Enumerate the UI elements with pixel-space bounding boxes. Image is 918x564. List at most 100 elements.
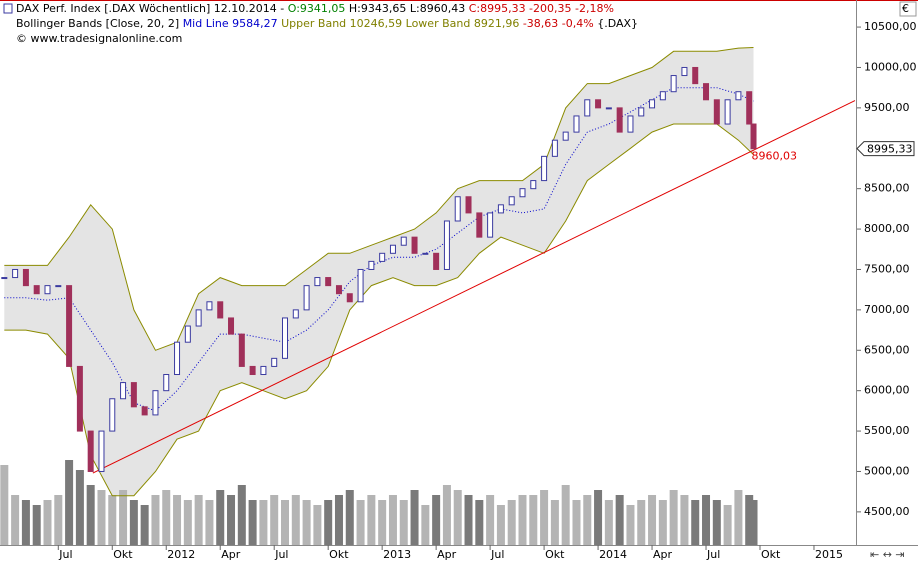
candle (541, 155, 548, 182)
trend-line (92, 100, 856, 474)
volume-bar (21, 500, 30, 545)
candle (22, 268, 29, 287)
volume-bar (11, 495, 20, 545)
candle (98, 430, 105, 472)
candle (292, 309, 299, 319)
candle (228, 317, 235, 335)
candle (217, 301, 224, 319)
candle (681, 66, 688, 77)
volume-bar (65, 460, 74, 545)
candle (271, 357, 278, 367)
candle (713, 99, 720, 125)
candle (454, 196, 461, 222)
candle (335, 285, 342, 295)
volume-bar (183, 500, 192, 545)
candle (206, 301, 213, 311)
scroll-icons[interactable]: ⇤ ↔ ⇥ (870, 548, 905, 561)
plot-area (0, 47, 856, 545)
volume-bar (32, 505, 41, 545)
volume-bar (648, 495, 657, 545)
y-tick-label: 10000,00 (864, 60, 917, 73)
volume-bar (194, 495, 203, 545)
volume-bar (615, 495, 624, 545)
volume-bar (702, 495, 711, 545)
volume-bar (723, 505, 732, 545)
x-tick-label: Jul (706, 548, 720, 561)
header-line: Bollinger Bands [Close, 20, 2] Mid Line … (16, 17, 638, 30)
volume-bar (496, 505, 505, 545)
volume-bar (151, 495, 160, 545)
candle (400, 236, 407, 246)
volume-bar (0, 465, 9, 545)
candle (443, 220, 450, 270)
candle (692, 66, 699, 85)
candle (87, 430, 94, 472)
volume-bar (540, 490, 549, 545)
volume-bar (594, 490, 603, 545)
candle (238, 333, 245, 367)
candle (379, 252, 386, 262)
candle (12, 268, 19, 279)
candle (109, 398, 116, 432)
header-line: DAX Perf. Index [.DAX Wöchentlich] 12.10… (16, 2, 614, 15)
x-tick-label: Jul (58, 548, 72, 561)
candle (163, 374, 170, 392)
candle (411, 236, 418, 254)
candle (249, 365, 256, 376)
candle (746, 91, 753, 125)
y-tick-label: 7500,00 (864, 262, 910, 275)
candle (33, 285, 40, 295)
volume-bar (486, 495, 495, 545)
currency: € (902, 2, 909, 15)
price-tag-label: 8995,33 (867, 143, 913, 156)
candle (551, 139, 558, 157)
volume-bar (334, 495, 343, 545)
volume-bar (658, 500, 667, 545)
header-part: O:9341,05 (288, 2, 346, 15)
header-part: DAX Perf. Index [.DAX Wöchentlich] 12.10… (16, 2, 288, 15)
candle (260, 365, 267, 376)
volume-bar (281, 500, 289, 545)
x-tick-label: Apr (437, 548, 457, 561)
volume-bar (259, 500, 268, 545)
volume-bar (388, 495, 397, 545)
candle (433, 252, 440, 270)
candle (703, 83, 710, 101)
candle (422, 252, 429, 255)
band-mid (4, 87, 754, 412)
candle (346, 293, 353, 303)
volume-bar (507, 500, 516, 545)
volume-bar (302, 500, 311, 545)
volume-bar (421, 505, 430, 545)
candle (55, 285, 62, 288)
candle (141, 406, 148, 416)
header-part: H:9343,65 L:8960,43 (345, 2, 468, 15)
volume-bar (626, 505, 635, 545)
volume-bar (749, 500, 758, 545)
header-part: C:8995,33 -200,35 -2,18% (469, 2, 614, 15)
volume-bar (669, 490, 678, 545)
candle (195, 309, 202, 327)
volume-bar (162, 490, 171, 545)
volume-bar (550, 500, 559, 545)
annotation: 8960,03 (752, 150, 798, 163)
candle (724, 99, 731, 125)
y-tick-label: 6500,00 (864, 343, 910, 356)
candle (487, 212, 494, 238)
band-lower (4, 123, 754, 497)
volume-bar (216, 490, 225, 545)
candle (1, 277, 8, 280)
candle (282, 317, 288, 359)
candle (152, 390, 159, 416)
volume-bar (291, 495, 300, 545)
y-tick-label: 10500,00 (864, 20, 917, 33)
volume-bar (108, 495, 117, 545)
volume-bar (43, 500, 52, 545)
header-line: © www.tradesignalonline.com (16, 32, 182, 45)
volume-bar (604, 500, 613, 545)
candle (476, 212, 483, 238)
candle (670, 75, 677, 93)
candle (649, 99, 656, 109)
header-part: {.DAX} (594, 17, 638, 30)
price-tag (856, 141, 915, 157)
